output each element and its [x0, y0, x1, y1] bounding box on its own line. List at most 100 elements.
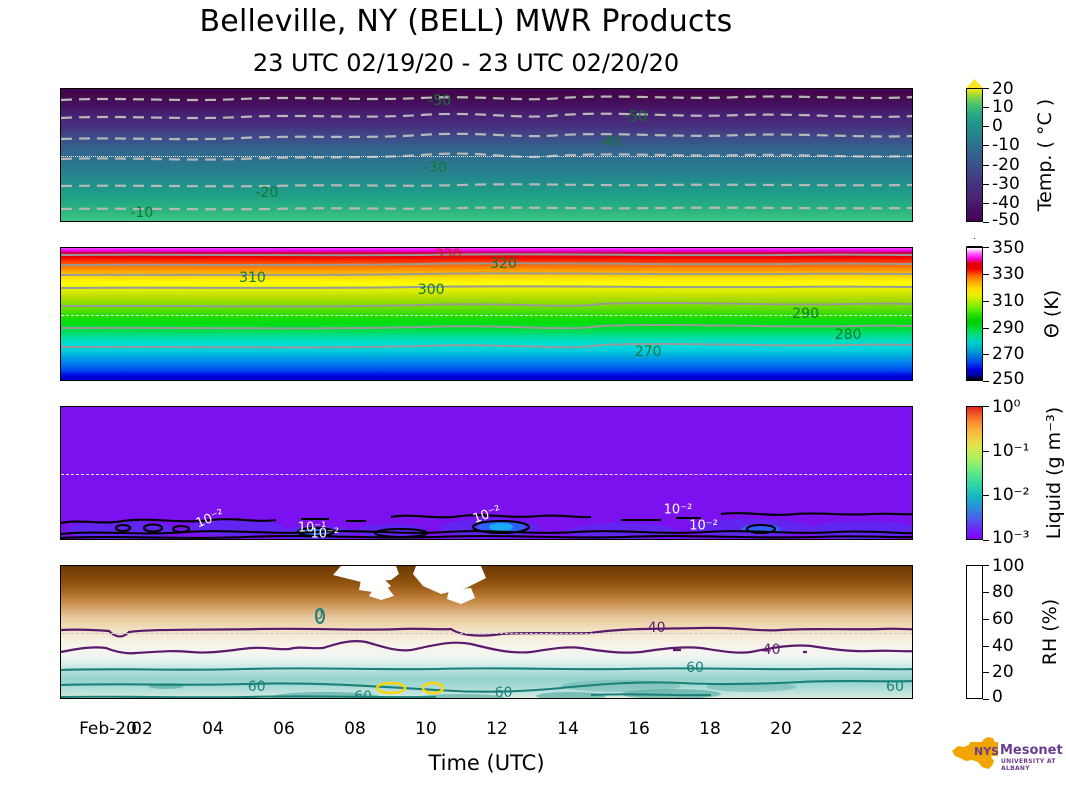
colorbar-label: -20 — [992, 155, 1020, 175]
contour-label: -50 — [428, 92, 452, 109]
x-tick — [711, 698, 712, 699]
colorbar-tick — [983, 672, 989, 673]
colorbar-tick — [983, 165, 989, 166]
colorbar-label: 290 — [992, 318, 1025, 338]
temperature-plot-area: -50 -50 -40 -30 -20 -10 — [61, 89, 912, 221]
y-tick — [60, 221, 61, 222]
x-tick-label: 08 — [344, 719, 366, 739]
x-tick — [782, 698, 783, 699]
colorbar-label: 10⁻³ — [992, 528, 1030, 548]
colorbar-rh-title: RH (%) — [1039, 598, 1061, 666]
logo-nys-text: NYS — [974, 745, 1000, 758]
colorbar-label: 10 — [992, 97, 1014, 117]
colorbar-tick — [983, 699, 989, 700]
x-axis-title: Time (UTC) — [428, 751, 545, 775]
theta-plot-area: 330 320 310 300 290 280 270 — [61, 248, 912, 380]
colorbar-theta-cap-top — [966, 238, 983, 247]
panel-temperature[interactable]: -50 -50 -40 -30 -20 -10 10 5 0 Height (k… — [60, 88, 913, 222]
x-tick-label: 10 — [415, 719, 437, 739]
colorbar-liquid-gradient — [966, 406, 983, 540]
rh-moist-blobs — [61, 566, 912, 698]
logo-university-text: UNIVERSITY AT ALBANY — [1001, 758, 1056, 772]
colorbar-label: 330 — [992, 264, 1025, 284]
theta-contours — [61, 248, 912, 380]
colorbar-tick — [983, 328, 989, 329]
colorbar-tick — [983, 222, 989, 223]
panel-liquid[interactable]: 10⁻² 10⁻¹ 10⁻² 10⁻² 10⁻² 10⁻² 10 5 0 Hei… — [60, 406, 913, 540]
contour-label: 10⁻¹ — [297, 520, 327, 536]
contour-label: 60 — [247, 679, 266, 696]
colorbar-tick — [983, 381, 989, 382]
y-tick — [60, 474, 61, 475]
colorbar-tick — [983, 88, 989, 89]
colorbar-tick — [983, 565, 989, 566]
x-tick-label: 02 — [131, 719, 153, 739]
colorbar-label: 20 — [992, 662, 1014, 682]
contour-label: 330 — [434, 247, 462, 263]
liquid-contours — [61, 407, 912, 539]
y-tick — [60, 566, 61, 567]
colorbar-tick — [983, 184, 989, 185]
colorbar-tick — [983, 646, 989, 647]
y-tick — [60, 698, 61, 699]
colorbar-tick — [983, 247, 989, 248]
colorbar-temperature-cap-top — [966, 79, 983, 88]
colorbar-label: 60 — [992, 609, 1014, 629]
contour-label: -30 — [424, 160, 447, 177]
colorbar-label: 310 — [992, 291, 1025, 311]
colorbar-label: 250 — [992, 369, 1025, 389]
x-tick-label: 06 — [273, 719, 295, 739]
y-tick — [60, 248, 61, 249]
contour-label: 280 — [834, 327, 862, 344]
new-york-state-shape-icon — [952, 737, 998, 769]
contour-label: 60 — [354, 688, 373, 699]
contour-label: -50 — [623, 108, 647, 125]
contour-label: -40 — [598, 133, 622, 150]
x-tick-label: Feb-20 — [79, 719, 137, 739]
y-tick — [60, 315, 61, 316]
contour-label: 40 — [647, 620, 666, 637]
liquid-fill — [61, 407, 912, 539]
logo-mesonet-text: Mesonet — [1000, 743, 1063, 758]
contour-label: 310 — [239, 270, 266, 287]
contour-label: 40 — [762, 642, 781, 659]
colorbar-liquid-title: Liquid (g m⁻³) — [1043, 406, 1065, 540]
rh-missing-data — [61, 566, 912, 698]
contour-label: 60 — [494, 684, 513, 699]
colorbar-label: 20 — [992, 79, 1014, 99]
colorbar-tick — [983, 619, 989, 620]
colorbar-label: -10 — [992, 135, 1020, 155]
page-subtitle: 23 UTC 02/19/20 - 23 UTC 02/20/20 — [252, 49, 680, 77]
x-tick — [427, 698, 428, 699]
colorbar-tick — [983, 406, 989, 407]
y-tick — [60, 633, 61, 634]
panel-theta[interactable]: 330 320 310 300 290 280 270 10 5 0 Heigh… — [60, 247, 913, 381]
colorbar-label: -30 — [992, 174, 1020, 194]
x-tick — [214, 698, 215, 699]
contour-label: -10 — [130, 205, 154, 222]
y-tick — [60, 89, 61, 90]
colorbar-tick — [983, 495, 989, 496]
x-tick-label: 04 — [202, 719, 224, 739]
page-title: Belleville, NY (BELL) MWR Products — [199, 4, 733, 39]
colorbar-label: 10⁰ — [992, 397, 1021, 417]
colorbar-label: 350 — [992, 238, 1025, 258]
panel-rh[interactable]: 40 40 0 60 60 60 60 60 10 5 0 Height (km… — [60, 565, 913, 699]
rh-plot-area: 40 40 0 60 60 60 60 60 — [61, 566, 912, 698]
contour-label: 320 — [490, 255, 517, 272]
liquid-plot-area: 10⁻² 10⁻¹ 10⁻² 10⁻² 10⁻² 10⁻² — [61, 407, 912, 539]
colorbar-label: 80 — [992, 582, 1014, 602]
contour-label: 10⁻² — [689, 518, 718, 534]
x-tick — [143, 698, 144, 699]
x-tick — [853, 698, 854, 699]
colorbar-tick — [983, 540, 989, 541]
colorbar-label: 40 — [992, 636, 1014, 656]
nys-mesonet-logo[interactable]: NYS Mesonet UNIVERSITY AT ALBANY — [948, 734, 1063, 772]
contour-label: 60 — [686, 659, 704, 676]
contour-label: 10⁻² — [663, 502, 693, 518]
colorbar-tick — [983, 274, 989, 275]
y-tick — [60, 380, 61, 381]
x-tick-label: 20 — [770, 719, 792, 739]
colorbar-label: -40 — [992, 193, 1020, 213]
x-tick — [356, 698, 357, 699]
